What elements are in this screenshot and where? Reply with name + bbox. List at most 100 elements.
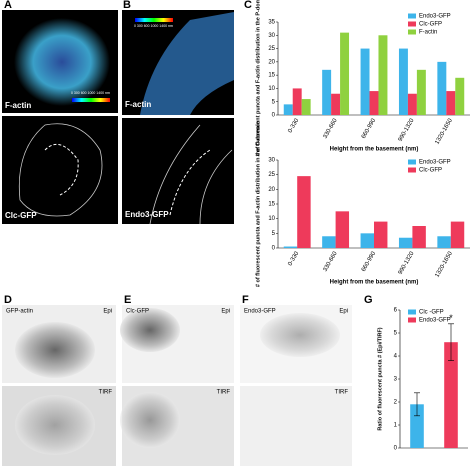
bar (360, 233, 374, 248)
y-tick-label: 20 (268, 59, 275, 65)
panel-letter: C (244, 0, 252, 11)
x-tick-label: 1320-1650 (434, 250, 454, 278)
x-axis-label: Height from the basement (nm) (330, 147, 419, 153)
cell (140, 12, 234, 115)
bar (407, 93, 417, 115)
label: F-actin (125, 100, 151, 109)
bar (301, 99, 311, 115)
y-tick-label: 3 (394, 377, 398, 383)
label: Clc-GFP (5, 211, 37, 220)
legend-label: Endo3-GFP (419, 318, 451, 324)
y-tick-label: 25 (268, 172, 275, 178)
y-tick-label: 2 (394, 400, 398, 406)
bar (283, 246, 298, 248)
cell (15, 395, 95, 455)
bar (360, 48, 370, 116)
cell (120, 392, 180, 448)
legend-label: F-actin (419, 30, 437, 36)
legend-swatch (408, 317, 416, 323)
y-tick-label: 15 (268, 73, 275, 79)
outline (169, 149, 211, 216)
legend-swatch (408, 159, 416, 165)
bar (340, 32, 350, 115)
cell (120, 308, 180, 352)
label: Epi (103, 309, 112, 315)
label: Clc-GFP (126, 309, 149, 315)
y-axis-label: Ratio of fluorescent puncta # (Epi/TIRF) (377, 327, 383, 430)
y-tick-label: 0 (272, 113, 276, 119)
colorbar (72, 98, 110, 102)
label: Epi (221, 309, 230, 315)
bar (410, 404, 424, 448)
y-tick-label: 4 (394, 354, 398, 360)
label: F-actin (5, 101, 31, 110)
annotation: * (449, 313, 453, 323)
y-tick-label: 30 (268, 33, 275, 39)
y-tick-label: 1 (394, 423, 398, 429)
bar (455, 77, 465, 115)
outline (18, 123, 103, 217)
bar (444, 342, 458, 448)
bar (322, 236, 336, 248)
x-tick-label: 0-330 (287, 117, 300, 134)
cell (15, 322, 95, 378)
error-bar (448, 323, 454, 361)
y-tick-label: 10 (268, 86, 275, 92)
label: GFP-actin (6, 309, 33, 315)
cell (14, 18, 110, 106)
y-tick-label: 5 (394, 331, 398, 337)
y-tick-label: 20 (268, 187, 275, 193)
y-axis-label: # of fluorescent puncta and F-actin dist… (255, 0, 261, 157)
legend-swatch (408, 21, 416, 27)
panel-letter: D (4, 294, 12, 306)
bar (378, 35, 388, 115)
error-bar (414, 392, 420, 417)
panel-letter: B (123, 0, 131, 11)
panel-letter: G (364, 294, 373, 306)
bar (398, 48, 408, 116)
image (122, 118, 234, 224)
legend-label: Endo3-GFP (419, 160, 451, 166)
bar (416, 69, 426, 115)
panel-letter: F (242, 294, 249, 306)
x-tick-label: 660-990 (361, 117, 378, 140)
bar (437, 236, 451, 248)
legend-swatch (408, 167, 416, 173)
legend-swatch (408, 13, 416, 19)
x-tick-label: 1320-1650 (434, 117, 454, 145)
legend-label: Clc-GFP (419, 22, 442, 28)
y-tick-label: 15 (268, 202, 275, 208)
x-axis-label: Height from the basement (nm) (330, 280, 419, 286)
legend-label: Clc -GFP (419, 310, 444, 316)
legend-label: Endo3-GFP (419, 14, 451, 20)
bar (369, 91, 379, 115)
y-tick-label: 30 (268, 158, 275, 164)
image (2, 116, 118, 224)
bar (297, 176, 311, 248)
legend-swatch (408, 309, 416, 315)
y-tick-label: 35 (268, 20, 275, 26)
x-tick-label: 330-660 (322, 117, 339, 140)
outline (44, 143, 79, 196)
colorbar-label: 0 300 600 1000 1400 nm (71, 91, 110, 95)
y-tick-label: 0 (394, 446, 398, 452)
bar (450, 221, 465, 248)
outline (149, 124, 233, 225)
y-tick-label: 0 (272, 246, 276, 252)
x-tick-label: 660-990 (361, 250, 378, 273)
bar (322, 69, 332, 115)
bar (374, 221, 388, 248)
x-tick-label: 0-330 (287, 250, 300, 267)
y-tick-label: 10 (268, 216, 275, 222)
label: Epi (339, 309, 348, 315)
x-tick-label: 330-660 (322, 250, 339, 273)
y-tick-label: 6 (394, 308, 398, 314)
label: TIRF (335, 390, 349, 396)
x-tick-label: 990-1320 (398, 117, 416, 143)
bar (412, 226, 426, 248)
bar (437, 61, 447, 115)
y-tick-label: 5 (272, 99, 276, 105)
legend-label: Clc-GFP (419, 168, 442, 174)
bar (398, 237, 413, 248)
